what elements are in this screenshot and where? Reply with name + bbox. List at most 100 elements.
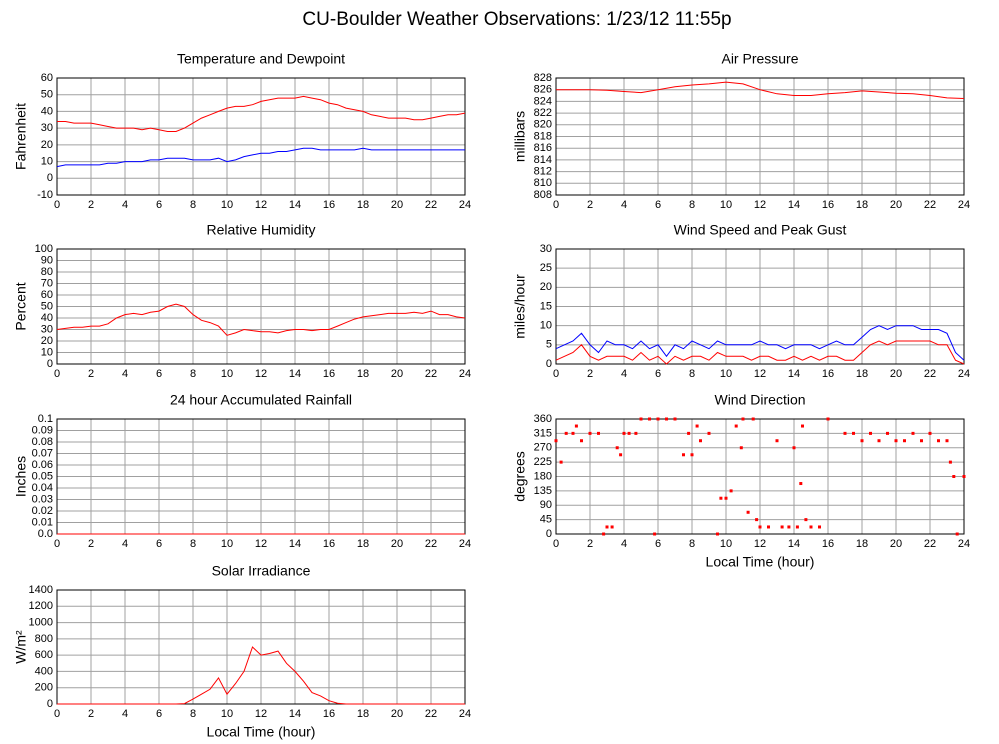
data-point [852, 431, 855, 435]
y-tick-label: 828 [534, 72, 552, 84]
y-tick-label: 0.04 [32, 482, 53, 494]
x-tick-label: 14 [788, 538, 800, 550]
data-point [622, 431, 626, 435]
y-tick-label: 1000 [29, 616, 53, 628]
data-point [580, 439, 583, 443]
x-tick-label: 6 [655, 368, 661, 380]
data-point [716, 532, 719, 536]
data-point [741, 417, 745, 421]
data-point [952, 475, 956, 478]
x-tick-label: 20 [890, 538, 902, 550]
x-tick-label: 4 [621, 538, 627, 550]
y-tick-label: 70 [41, 277, 53, 289]
x-tick-label: 2 [587, 538, 593, 550]
plot-frame [555, 248, 965, 365]
x-tick-label: 0 [54, 199, 60, 211]
data-point [559, 460, 563, 464]
data-point [739, 446, 743, 450]
data-point [792, 446, 796, 450]
data-point [554, 439, 558, 443]
data-point [653, 532, 657, 536]
x-tick-label: 24 [459, 368, 471, 380]
y-tick-label: 0.08 [32, 436, 53, 448]
y-tick-label: 0.02 [32, 505, 53, 517]
panel-title: 24 hour Accumulated Rainfall [170, 392, 352, 408]
x-tick-label: 16 [323, 368, 335, 380]
data-point [673, 417, 677, 421]
y-axis-label: Fahrenheit [13, 103, 29, 170]
x-tick-label: 4 [122, 538, 128, 550]
data-point [920, 439, 923, 443]
panel-title: Relative Humidity [207, 222, 316, 238]
data-point [860, 439, 864, 443]
y-tick-label: 400 [35, 665, 53, 677]
x-tick-label: 22 [425, 538, 437, 550]
y-tick-label: 50 [41, 300, 53, 312]
y-tick-label: 90 [41, 254, 53, 266]
data-point [724, 496, 728, 500]
x-tick-label: 0 [553, 368, 559, 380]
x-tick-label: 2 [88, 708, 94, 720]
y-tick-label: 40 [41, 312, 53, 324]
x-tick-label: 20 [890, 368, 902, 380]
x-tick-label: 12 [255, 368, 267, 380]
x-tick-label: 6 [156, 199, 162, 211]
x-tick-label: 10 [221, 199, 233, 211]
data-point [571, 431, 575, 435]
y-axis-label: W/m² [13, 630, 29, 664]
plot-frame [56, 248, 466, 365]
x-tick-label: 4 [122, 199, 128, 211]
data-line [56, 147, 465, 168]
data-point [948, 460, 952, 464]
x-tick-label: 20 [391, 538, 403, 550]
y-tick-label: 600 [35, 649, 53, 661]
x-tick-label: 6 [156, 538, 162, 550]
panel-title: Temperature and Dewpoint [177, 51, 345, 67]
x-tick-label: 16 [323, 199, 335, 211]
y-tick-label: 50 [41, 89, 53, 101]
x-tick-label: 20 [391, 199, 403, 211]
x-tick-label: 8 [689, 538, 695, 550]
data-point [729, 489, 733, 493]
x-tick-label: 6 [156, 708, 162, 720]
x-tick-label: 0 [553, 199, 559, 211]
data-point [602, 532, 606, 536]
y-tick-label: 0.05 [32, 470, 53, 482]
x-tick-label: 8 [689, 199, 695, 211]
x-tick-label: 10 [221, 368, 233, 380]
y-tick-label: 0 [546, 528, 552, 540]
y-tick-label: 45 [540, 514, 552, 526]
x-tick-label: 0 [54, 708, 60, 720]
data-point [818, 525, 821, 529]
y-tick-label: 135 [534, 485, 552, 497]
x-tick-label: 6 [655, 538, 661, 550]
data-point [801, 424, 804, 428]
x-tick-label: 22 [924, 538, 936, 550]
y-tick-label: 0.1 [38, 413, 53, 425]
y-tick-label: 0.09 [32, 424, 53, 436]
x-tick-label: 0 [54, 368, 60, 380]
y-tick-label: 180 [534, 470, 552, 482]
x-tick-label: 22 [425, 708, 437, 720]
y-tick-label: 20 [41, 139, 53, 151]
x-tick-label: 14 [289, 199, 301, 211]
y-tick-label: 810 [534, 177, 552, 189]
x-tick-label: 10 [720, 538, 732, 550]
data-point [886, 431, 889, 435]
data-point [804, 518, 808, 522]
y-tick-label: 20 [540, 281, 552, 293]
x-tick-label: 18 [357, 708, 369, 720]
x-tick-label: 10 [221, 538, 233, 550]
y-tick-label: 1400 [29, 584, 53, 596]
y-tick-label: 814 [534, 154, 552, 166]
data-point [627, 431, 631, 435]
x-tick-label: 12 [754, 368, 766, 380]
x-tick-label: 24 [459, 708, 471, 720]
x-tick-label: 6 [655, 199, 661, 211]
x-tick-label: 2 [88, 368, 94, 380]
panel-title: Wind Speed and Peak Gust [674, 222, 847, 238]
data-point [843, 431, 847, 435]
y-tick-label: 0.0 [38, 528, 53, 540]
y-tick-label: 20 [41, 335, 53, 347]
data-point [695, 424, 699, 428]
